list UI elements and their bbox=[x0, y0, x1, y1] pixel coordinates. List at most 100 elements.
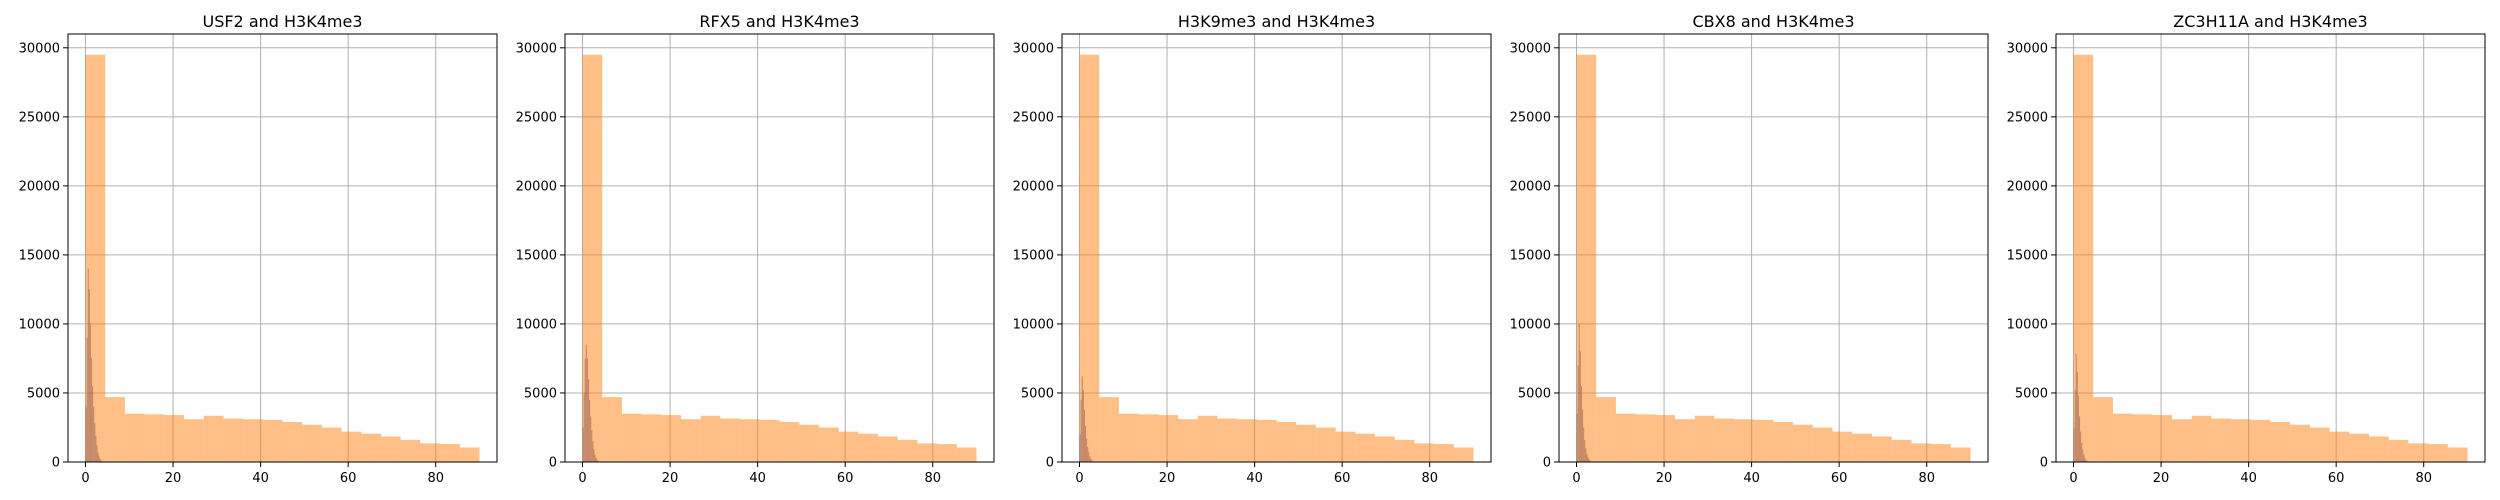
x-tick-label: 0 bbox=[2069, 471, 2077, 486]
x-tick-label: 60 bbox=[837, 471, 854, 486]
histogram-bar bbox=[2368, 436, 2389, 462]
histogram-bar bbox=[582, 427, 584, 462]
x-tick-label: 80 bbox=[427, 471, 444, 486]
histogram-bar bbox=[2152, 415, 2173, 462]
histogram-bar bbox=[1217, 418, 1238, 462]
series-orange bbox=[85, 54, 480, 462]
y-tick-label: 5000 bbox=[27, 386, 60, 401]
histogram-bar bbox=[1178, 419, 1198, 462]
x-tick-label: 40 bbox=[749, 471, 766, 486]
histogram-bar bbox=[1635, 414, 1656, 462]
histogram-bar bbox=[92, 386, 94, 462]
histogram-bar bbox=[1576, 54, 1597, 462]
x-tick-label: 20 bbox=[662, 471, 679, 486]
histogram-bar bbox=[1081, 376, 1083, 462]
x-tick-label: 0 bbox=[578, 471, 586, 486]
x-tick-label: 60 bbox=[2328, 471, 2345, 486]
histogram-bar bbox=[94, 423, 96, 462]
histogram-bar bbox=[1832, 431, 1853, 462]
series-orange bbox=[2073, 54, 2468, 462]
histogram-bar bbox=[740, 419, 760, 462]
histogram-bar bbox=[1576, 413, 1578, 462]
histogram-bar bbox=[591, 430, 593, 462]
y-tick-label: 5000 bbox=[2015, 386, 2048, 401]
histogram-bar bbox=[341, 431, 362, 462]
subplot-1: 0 20 40 60 80 0 5000 10000 15000 20000 25000 30000 U… bbox=[19, 12, 498, 486]
x-tick-label: 80 bbox=[1918, 471, 1935, 486]
histogram-bar bbox=[1655, 415, 1676, 462]
histogram-bar bbox=[1675, 419, 1695, 462]
histogram-bar bbox=[2073, 54, 2094, 462]
histogram-bar bbox=[90, 358, 93, 462]
y-tick-label: 15000 bbox=[19, 248, 60, 263]
series-brown bbox=[1079, 376, 1094, 462]
histogram-bar bbox=[420, 443, 441, 462]
histogram-bar bbox=[203, 415, 224, 462]
y-tick-label: 0 bbox=[2040, 456, 2048, 471]
y-tick-label: 25000 bbox=[516, 110, 557, 125]
y-tick-label: 15000 bbox=[1510, 248, 1551, 263]
histogram-bar bbox=[1084, 426, 1087, 462]
histogram-bar bbox=[400, 439, 421, 462]
histogram-bar bbox=[184, 419, 204, 462]
histogram-bar bbox=[897, 439, 918, 462]
y-tick-label: 20000 bbox=[516, 179, 557, 194]
histogram-bar bbox=[1158, 415, 1179, 462]
x-tick-label: 80 bbox=[2415, 471, 2432, 486]
histogram-bar bbox=[1583, 427, 1585, 462]
histogram-bar bbox=[1335, 431, 1356, 462]
axes-frame bbox=[67, 33, 498, 463]
histogram-bar bbox=[144, 414, 165, 462]
histogram-bar bbox=[937, 444, 957, 462]
y-tick-label: 5000 bbox=[524, 386, 557, 401]
histogram-bar bbox=[2076, 372, 2078, 462]
y-tick-label: 30000 bbox=[1013, 41, 1054, 56]
y-tick-label: 15000 bbox=[1013, 248, 1054, 263]
histogram-bar bbox=[93, 406, 95, 462]
histogram-bar bbox=[1585, 448, 1587, 462]
histogram-bar bbox=[1138, 414, 1159, 462]
histogram-bar bbox=[1950, 447, 1971, 462]
y-tick-label: 0 bbox=[1046, 456, 1054, 471]
histogram-bar bbox=[1080, 399, 1082, 462]
histogram-bar bbox=[1088, 452, 1090, 462]
histogram-bar bbox=[917, 443, 938, 462]
histogram-bar bbox=[585, 344, 587, 462]
histogram-bar bbox=[2408, 443, 2429, 462]
subplot-4: 0 20 40 60 80 0 5000 10000 15000 20000 25000 30000 C… bbox=[1510, 12, 1989, 486]
histogram-bar bbox=[2085, 459, 2087, 462]
y-tick-label: 10000 bbox=[2007, 317, 2048, 332]
histogram-bar bbox=[1580, 386, 1582, 462]
histogram-bar bbox=[87, 268, 89, 462]
histogram-bar bbox=[243, 419, 263, 462]
histogram-bar bbox=[2080, 431, 2082, 462]
histogram-bar bbox=[1086, 438, 1088, 462]
x-tick-label: 80 bbox=[1421, 471, 1438, 486]
histogram-bar bbox=[2112, 413, 2133, 462]
histogram-bar bbox=[105, 397, 125, 462]
histogram-bar bbox=[2073, 427, 2075, 462]
histogram-bar bbox=[1394, 439, 1415, 462]
x-tick-label: 20 bbox=[2153, 471, 2170, 486]
histogram-bar bbox=[1588, 459, 1590, 462]
histogram-bar bbox=[1414, 443, 1435, 462]
histogram-bar bbox=[124, 413, 145, 462]
histogram-bar bbox=[1911, 443, 1932, 462]
histogram-bar bbox=[98, 456, 100, 462]
histogram-bar bbox=[1087, 446, 1089, 462]
y-tick-label: 25000 bbox=[1510, 110, 1551, 125]
histogram-bar bbox=[1082, 390, 1084, 462]
histogram-bar bbox=[1871, 436, 1892, 462]
histogram-bar bbox=[1615, 413, 1636, 462]
histogram-bar bbox=[85, 406, 87, 462]
y-tick-label: 30000 bbox=[516, 41, 557, 56]
series-brown bbox=[2073, 354, 2089, 462]
histogram-bar bbox=[1089, 456, 1091, 462]
y-tick-label: 25000 bbox=[19, 110, 60, 125]
histogram-bar bbox=[97, 452, 99, 462]
histogram-bar bbox=[1355, 433, 1375, 462]
y-tick-label: 20000 bbox=[19, 179, 60, 194]
histogram-bar bbox=[1586, 453, 1588, 462]
histogram-bar bbox=[1734, 419, 1754, 462]
series-brown bbox=[85, 268, 102, 462]
